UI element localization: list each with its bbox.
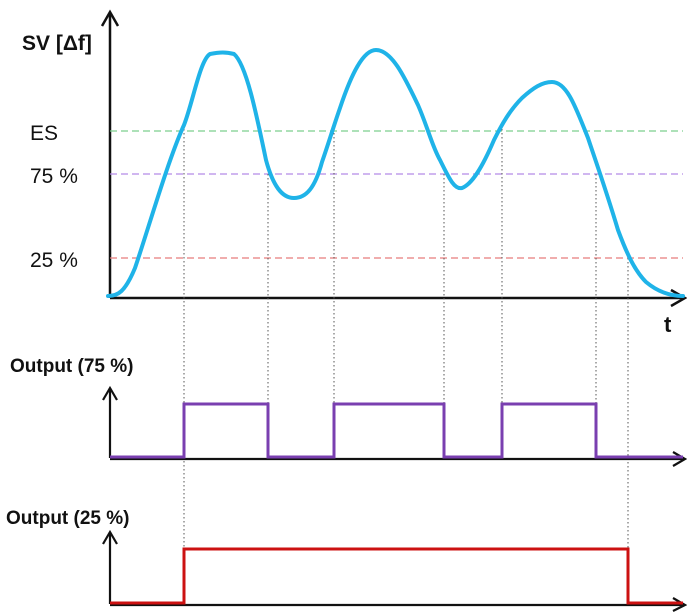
output25-x-axis-arrow-icon [672,597,687,612]
crossing-guides [183,125,629,606]
es-level-label: ES [30,122,58,145]
sv-y-axis-arrow-icon [100,9,120,27]
sv-x-axis-arrow-icon [670,288,687,308]
output25-label: Output (25 %) [6,508,130,529]
p25-level-label: 25 % [30,249,78,272]
output75-label: Output (75 %) [10,356,134,377]
output25-square-wave [110,547,683,605]
output75-y-axis-arrow-icon [102,385,118,401]
sv-signal-curve [106,48,685,298]
output75-square-wave [110,402,683,459]
sv-y-axis-label: SV [Δf] [22,32,92,55]
output75-x-axis-arrow-icon [672,451,687,467]
output25-y-axis-arrow-icon [102,529,118,545]
time-axis-label: t [664,312,672,337]
p75-level-label: 75 % [30,165,78,188]
